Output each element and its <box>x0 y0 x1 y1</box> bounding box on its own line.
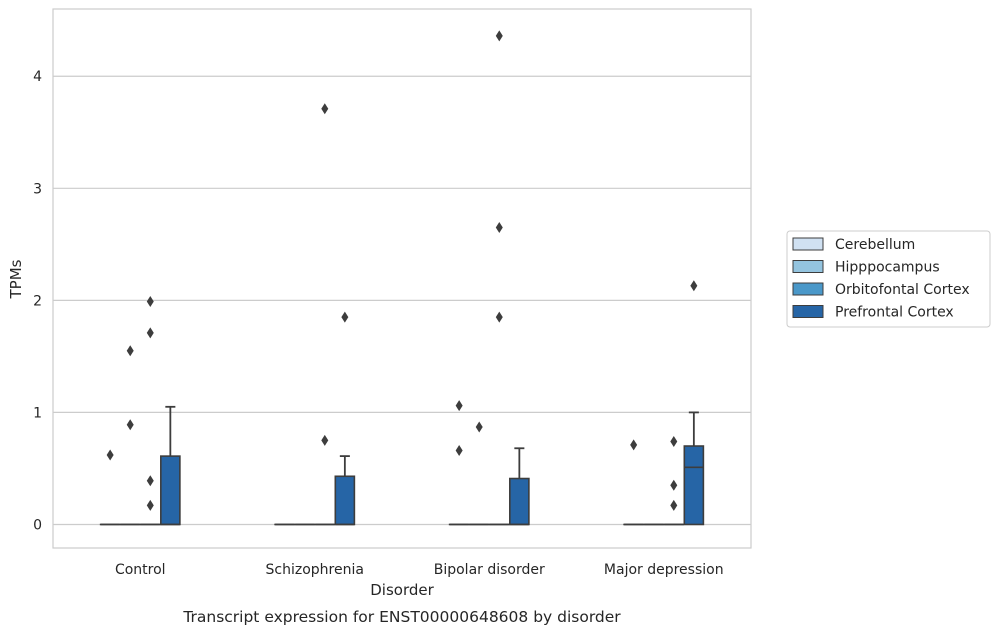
x-tick-labels: Control Schizophrenia Bipolar disorder Majo… <box>115 562 724 578</box>
box-2-2 <box>488 30 510 526</box>
outlier-marker <box>670 499 678 511</box>
x-axis-label: Disorder <box>370 581 434 599</box>
outlier-marker <box>126 419 134 431</box>
legend-swatch <box>792 305 824 318</box>
legend-swatch <box>792 237 824 251</box>
legend-swatch <box>792 282 824 296</box>
box-body <box>334 475 356 526</box>
outlier-marker <box>146 327 154 339</box>
outlier-marker <box>455 400 463 412</box>
outlier-marker <box>146 475 154 487</box>
box-0-3 <box>160 405 181 526</box>
y-tick-label: 1 <box>33 405 42 421</box>
box-2-0 <box>448 400 470 526</box>
x-tick-label: Schizophrenia <box>266 562 364 578</box>
y-tick-label: 0 <box>33 517 42 533</box>
outlier-marker <box>630 439 638 451</box>
box-0-1 <box>119 345 141 526</box>
box-2-1 <box>468 421 490 526</box>
outlier-marker <box>146 295 154 307</box>
legend: Cerebellum Hipppocampus Orbitofontal Corte… <box>786 230 991 328</box>
legend-label: Orbitofontal Cortex <box>835 282 970 298</box>
y-tick-label: 2 <box>33 293 42 309</box>
outlier-marker <box>341 311 349 323</box>
box-body <box>683 445 705 526</box>
outlier-marker <box>106 449 114 461</box>
box-1-3 <box>334 311 356 526</box>
outlier-marker <box>495 30 503 42</box>
plot-area <box>53 9 751 548</box>
plot-frame <box>52 8 752 549</box>
outlier-marker <box>146 499 154 511</box>
box-body <box>509 477 530 526</box>
box-2-3 <box>509 447 530 526</box>
box-series <box>99 30 705 526</box>
legend-frame <box>786 230 991 328</box>
box-3-3 <box>683 280 705 526</box>
y-tick-label: 4 <box>33 69 42 85</box>
x-tick-label: Bipolar disorder <box>434 562 545 578</box>
y-tick-label: 3 <box>33 181 42 197</box>
outlier-marker <box>495 311 503 323</box>
outlier-marker <box>690 280 698 292</box>
outlier-marker <box>495 222 503 234</box>
box-3-2 <box>663 436 685 526</box>
outlier-marker <box>126 345 134 357</box>
chart-caption: Transcript expression for ENST0000064860… <box>182 608 621 626</box>
legend-label: Hipppocampus <box>835 260 940 276</box>
legend-swatch <box>792 260 824 273</box>
box-0-0 <box>99 449 121 526</box>
y-axis-label: TPMs <box>7 259 25 299</box>
box-0-2 <box>139 295 161 526</box>
outlier-marker <box>321 434 329 446</box>
x-tick-label: Major depression <box>604 562 724 578</box>
y-tick-labels: 0 1 2 3 4 <box>33 69 42 533</box>
box-body <box>160 455 181 526</box>
x-tick-label: Control <box>115 562 166 578</box>
box-1-2 <box>314 103 336 526</box>
outlier-marker <box>455 445 463 457</box>
box-3-0 <box>623 439 644 526</box>
legend-label: Prefrontal Cortex <box>835 305 954 321</box>
outlier-marker <box>670 436 678 448</box>
outlier-marker <box>670 479 678 491</box>
outlier-marker <box>321 103 329 115</box>
legend-label: Cerebellum <box>835 237 915 253</box>
outlier-marker <box>475 421 483 433</box>
